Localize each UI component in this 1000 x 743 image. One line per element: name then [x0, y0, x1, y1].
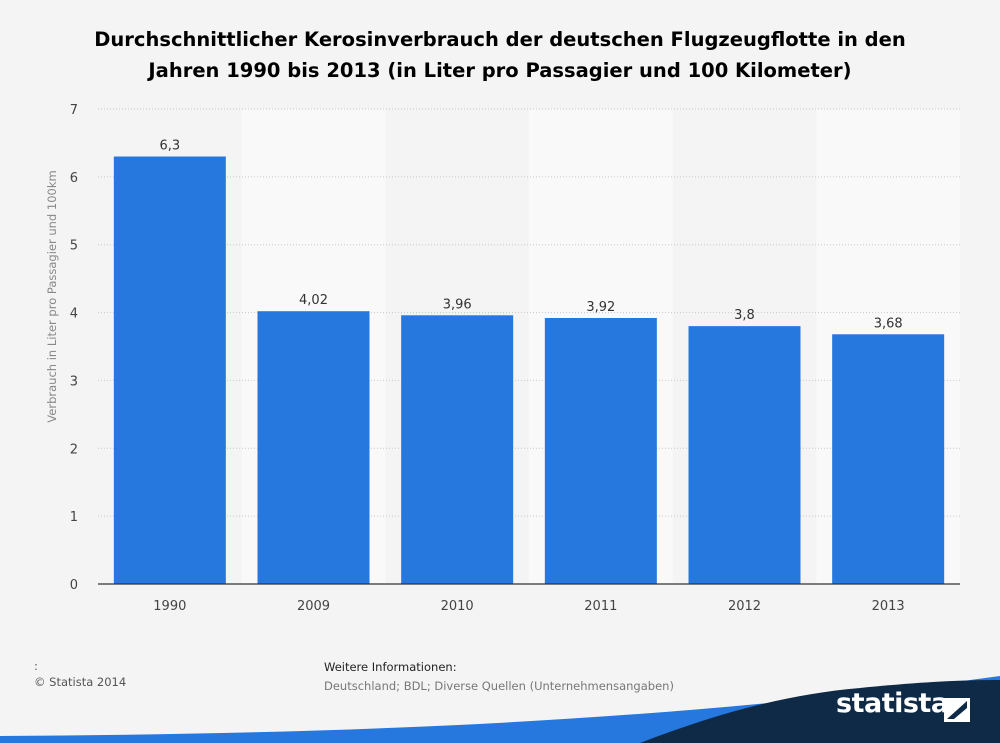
- info-heading: Weitere Informationen:: [324, 660, 457, 674]
- bar: [832, 334, 945, 584]
- logo-icon-stripe: [947, 701, 967, 719]
- copyright-text: © Statista 2014: [34, 675, 127, 689]
- footer-colon: :: [34, 659, 38, 673]
- banner-dark-swoosh: [640, 680, 1000, 743]
- chart-title-line-2: Jahren 1990 bis 2013 (in Liter pro Passa…: [148, 59, 852, 82]
- bar: [544, 318, 657, 584]
- data-label: 3,96: [443, 297, 472, 312]
- bar: [113, 156, 226, 584]
- footer-info: Weitere Informationen: Deutschland; BDL;…: [324, 658, 674, 696]
- bar: [257, 311, 370, 584]
- data-label: 3,8: [734, 308, 755, 323]
- y-tick-label: 2: [70, 442, 78, 457]
- y-tick-label: 6: [70, 171, 78, 186]
- statista-logo-icon: [944, 698, 970, 722]
- x-tick-label: 1990: [153, 599, 186, 614]
- y-tick-label: 1: [70, 510, 78, 525]
- info-text: Deutschland; BDL; Diverse Quellen (Unter…: [324, 679, 674, 693]
- x-tick-label: 2012: [728, 599, 761, 614]
- y-tick-label: 5: [70, 239, 78, 254]
- x-tick-label: 2013: [872, 599, 905, 614]
- statista-logo-text: statista: [836, 688, 949, 719]
- data-label: 4,02: [299, 293, 328, 308]
- y-tick-label: 4: [70, 307, 78, 322]
- x-tick-label: 2009: [297, 599, 330, 614]
- bar-chart: 0 1 2 3 4 5 6 7 6,3 1990 4,02 2009 3,96 2010 3,92 2011 3…: [45, 103, 960, 614]
- x-tick-label: 2010: [441, 599, 474, 614]
- data-label: 3,92: [586, 300, 615, 315]
- y-tick-label: 0: [70, 578, 78, 593]
- data-label: 6,3: [159, 139, 180, 154]
- y-tick-label: 7: [70, 103, 78, 118]
- y-axis-label: Verbrauch in Liter pro Passagier und 100…: [45, 170, 59, 422]
- bar: [401, 315, 514, 584]
- chart-title-line-1: Durchschnittlicher Kerosinverbrauch der …: [94, 28, 906, 51]
- chart-title: Durchschnittlicher Kerosinverbrauch der …: [0, 24, 1000, 86]
- data-label: 3,68: [874, 316, 903, 331]
- footer-source: : © Statista 2014: [34, 658, 126, 690]
- bar: [688, 326, 801, 584]
- y-tick-label: 3: [70, 374, 78, 389]
- x-tick-label: 2011: [584, 599, 617, 614]
